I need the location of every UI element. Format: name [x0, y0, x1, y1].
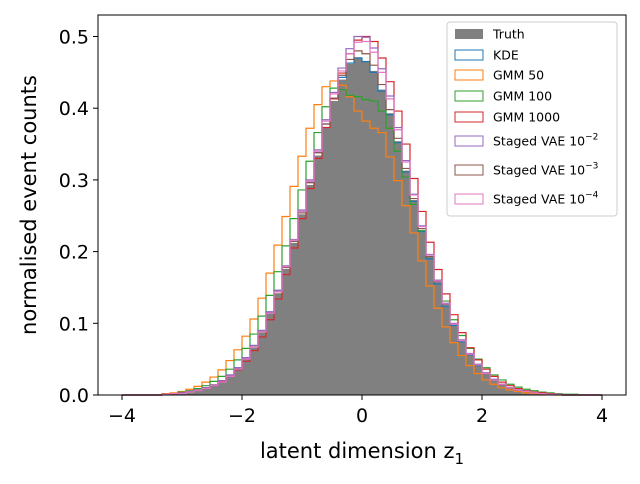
truth-bar: [410, 199, 419, 395]
legend-box: [446, 21, 618, 217]
truth-bar: [442, 305, 451, 395]
legend-label: Truth: [492, 27, 525, 42]
y-tick-label: 0.5: [59, 27, 89, 49]
truth-bar: [298, 214, 307, 395]
legend-label: KDE: [493, 48, 519, 63]
x-tick-label: −2: [228, 405, 256, 427]
truth-bar: [490, 379, 499, 395]
truth-bar: [346, 63, 355, 395]
truth-bar: [514, 389, 523, 395]
truth-bar: [170, 393, 179, 395]
truth-bar: [458, 341, 467, 395]
legend-swatch: [454, 69, 484, 81]
legend-swatch: [454, 135, 484, 147]
truth-bar: [210, 385, 219, 395]
truth-bar: [178, 393, 187, 395]
y-tick-label: 0.4: [59, 98, 89, 120]
legend-swatch: [454, 193, 484, 205]
truth-bar: [378, 89, 387, 395]
x-tick-label: 0: [356, 405, 368, 427]
truth-bar: [226, 376, 235, 395]
legend-label: Staged VAE 10−3: [493, 162, 598, 178]
truth-bar: [330, 101, 339, 395]
truth-bar: [338, 79, 347, 395]
y-tick-label: 0.1: [59, 313, 89, 335]
y-tick-label: 0.0: [59, 385, 89, 407]
truth-bar: [250, 347, 259, 395]
x-axis-title-subscript: 1: [455, 450, 465, 468]
truth-bar: [394, 141, 403, 395]
series-step-lines: [122, 35, 602, 396]
legend-label: Staged VAE 10−2: [493, 133, 598, 149]
legend-swatch: [454, 111, 484, 123]
legend-label: Staged VAE 10−4: [493, 191, 599, 207]
truth-bar: [202, 388, 211, 395]
truth-bar: [450, 324, 459, 395]
x-tick-label: 2: [476, 405, 488, 427]
truth-bar: [218, 382, 227, 395]
truth-bar: [354, 57, 363, 396]
legend-label: GMM 100: [493, 89, 552, 104]
legend-label: GMM 50: [493, 68, 544, 83]
x-tick-label: −4: [108, 405, 136, 427]
truth-bar: [274, 293, 283, 395]
truth-histogram: [162, 57, 563, 396]
legend-swatch: [454, 164, 484, 176]
truth-bar: [242, 359, 251, 395]
legend: Truth KDE GMM 50 GMM 100 GMM 1000 Staged VAE …: [446, 21, 618, 217]
truth-bar: [362, 60, 371, 395]
truth-bar: [186, 392, 195, 395]
truth-bar: [306, 184, 315, 395]
series-line: [122, 40, 602, 396]
truth-bar: [234, 369, 243, 395]
truth-bar: [322, 126, 331, 395]
truth-bar: [434, 282, 443, 395]
series-line: [122, 80, 602, 396]
truth-bar: [418, 230, 427, 395]
truth-bar: [266, 313, 275, 395]
y-tick-label: 0.3: [59, 170, 89, 192]
truth-bar: [498, 384, 507, 395]
legend-label: GMM 1000: [493, 110, 560, 125]
x-axis-ticks: −4 −2 0 2 4: [108, 395, 608, 427]
truth-bar: [506, 387, 515, 395]
legend-swatch: [454, 49, 484, 61]
legend-swatch: [455, 29, 483, 39]
y-axis-ticks: 0.0 0.1 0.2 0.3 0.4 0.5: [59, 27, 98, 407]
legend-swatch: [454, 90, 484, 102]
truth-bar: [466, 354, 475, 395]
x-tick-label: 4: [596, 405, 608, 427]
y-axis-title: normalised event counts: [17, 75, 41, 335]
truth-bar: [386, 113, 395, 395]
truth-bar: [290, 243, 299, 395]
truth-bar: [370, 70, 379, 396]
x-axis-title-main: latent dimension z: [260, 439, 455, 463]
x-axis-title: latent dimension z1: [260, 439, 464, 468]
truth-bar: [426, 257, 435, 395]
truth-bar: [314, 155, 323, 395]
truth-bar: [474, 364, 483, 395]
truth-bar: [282, 268, 291, 395]
truth-bar: [482, 373, 491, 395]
truth-bar: [402, 170, 411, 395]
truth-bar: [194, 390, 203, 395]
truth-bar: [258, 332, 267, 395]
y-tick-label: 0.2: [59, 242, 89, 264]
